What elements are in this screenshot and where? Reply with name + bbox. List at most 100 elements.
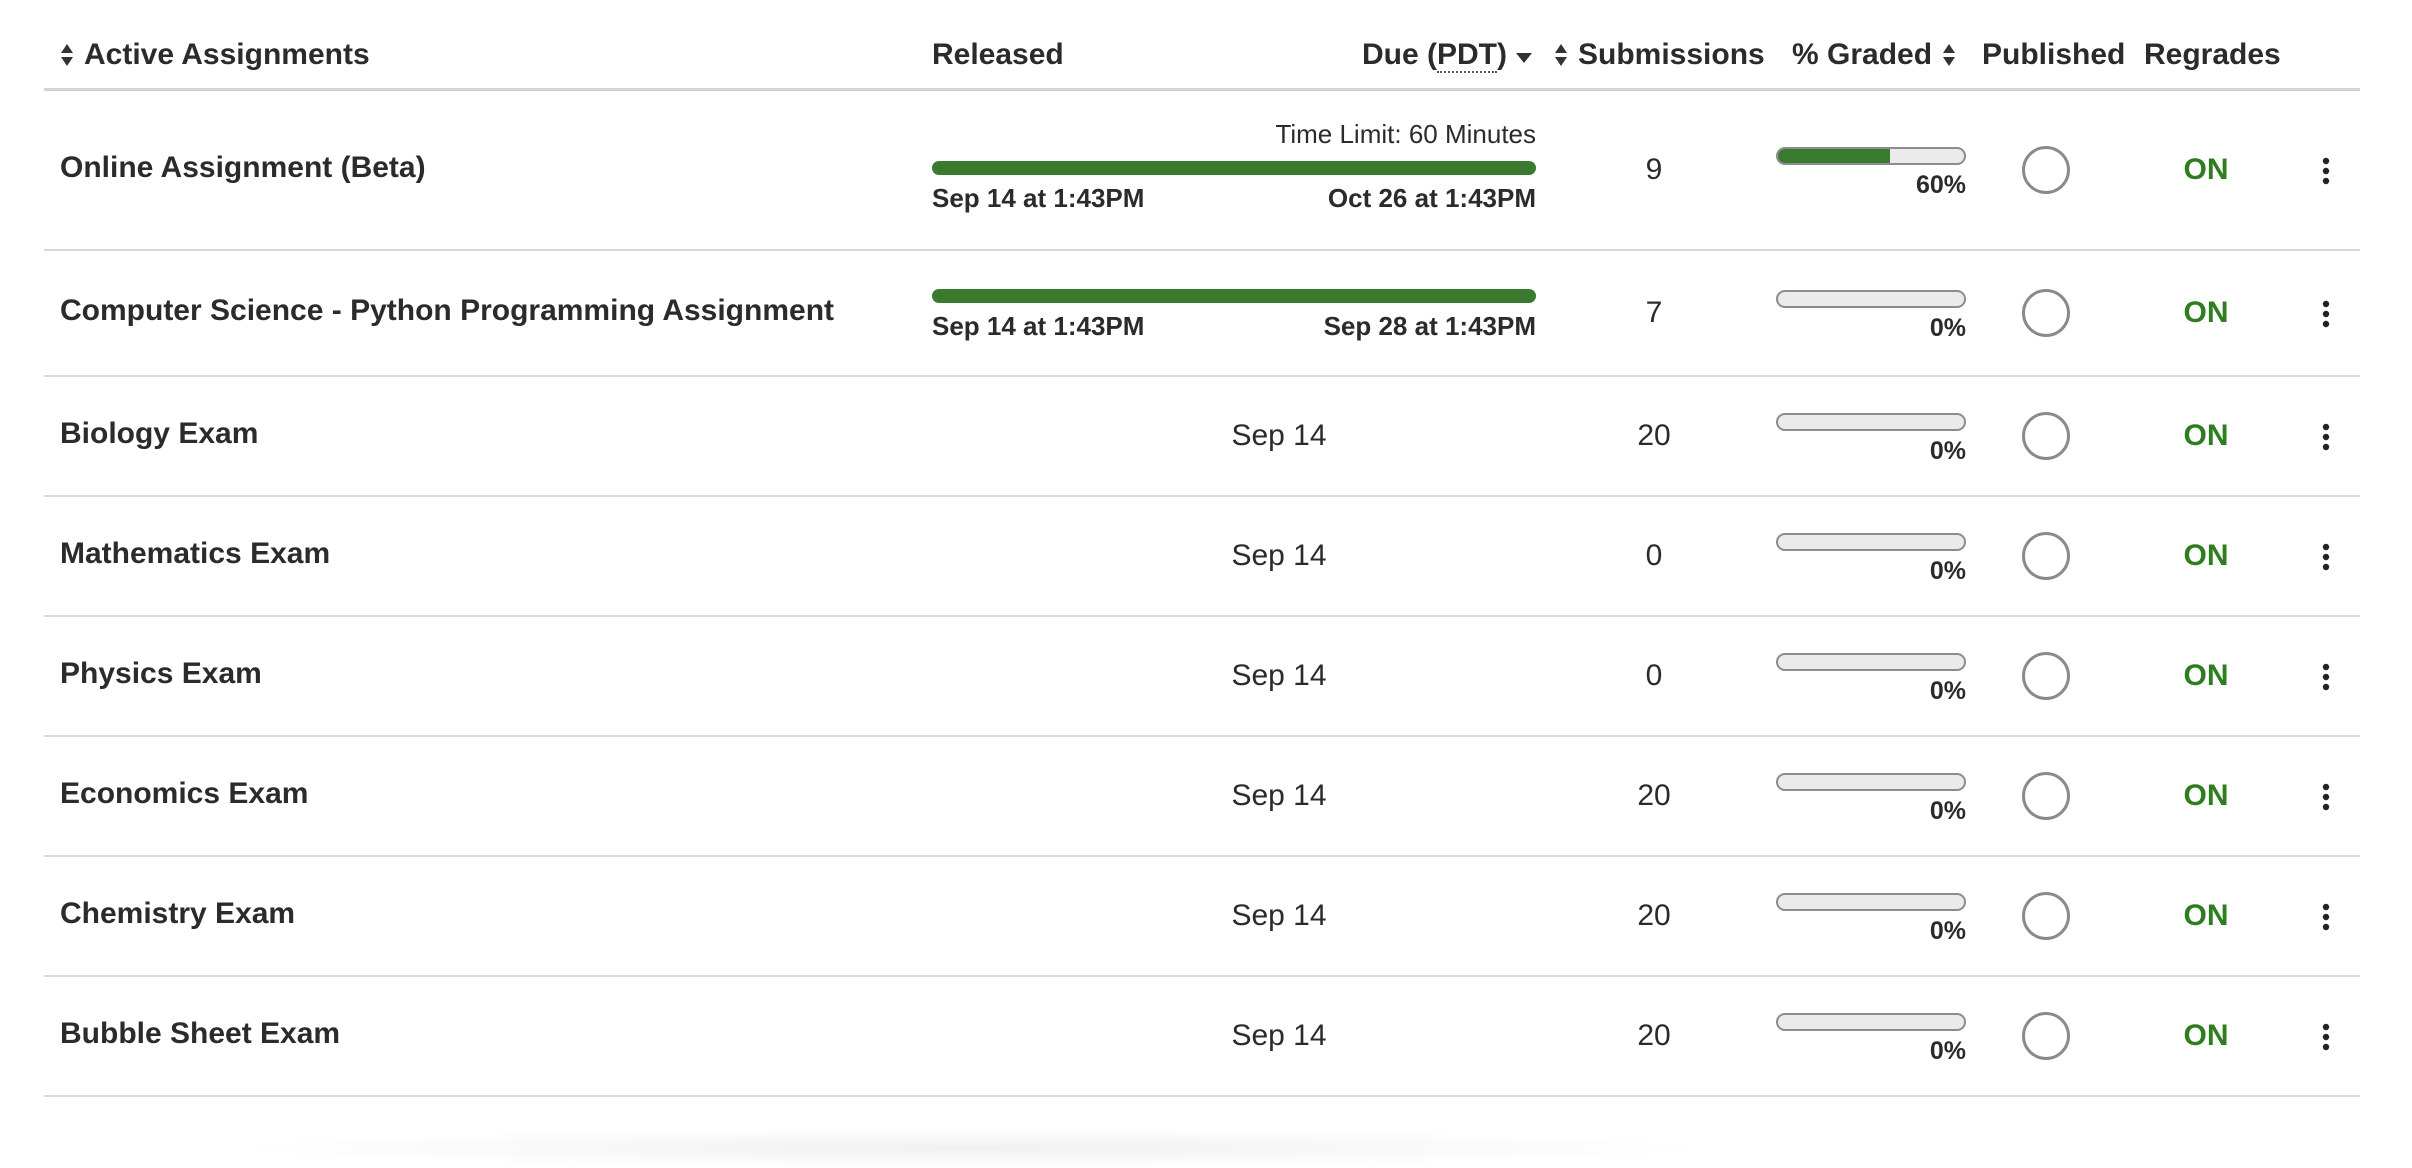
table-row[interactable]: Computer Science - Python Programming As… (44, 251, 2360, 377)
release-date: Sep 14 (1231, 539, 1327, 572)
publish-toggle[interactable] (2022, 412, 2070, 460)
graded-percent: 0% (1929, 437, 1966, 465)
due-date: Sep 28 at 1:43PM (1323, 311, 1536, 341)
table-row[interactable]: Economics Exam Sep 14 20 0% ON (44, 737, 2360, 857)
assignment-name-link[interactable]: Mathematics Exam (60, 537, 331, 570)
graded-progress-bar (1776, 533, 1966, 551)
time-limit-label: Time Limit: 60 Minutes (1275, 119, 1536, 149)
submissions-count[interactable]: 0 (1645, 539, 1663, 572)
kebab-menu-icon[interactable] (2316, 783, 2336, 811)
graded-percent: 0% (1929, 797, 1966, 825)
graded-header-label: % Graded (1792, 38, 1933, 71)
table-header: Active Assignments Released Due (PDT) Su… (44, 0, 2360, 91)
publish-toggle[interactable] (2022, 532, 2070, 580)
kebab-menu-icon[interactable] (2316, 543, 2336, 571)
graded-percent: 0% (1929, 1037, 1966, 1065)
graded-progress-bar (1776, 290, 1966, 308)
due-date: Oct 26 at 1:43PM (1327, 183, 1536, 213)
table-row[interactable]: Bubble Sheet Exam Sep 14 20 0% ON (44, 977, 2360, 1097)
kebab-menu-icon[interactable] (2316, 300, 2336, 328)
released-header-label: Released (932, 38, 1064, 71)
graded-percent: 0% (1929, 917, 1966, 945)
submissions-count[interactable]: 20 (1637, 779, 1671, 812)
graded-percent: 60% (1915, 171, 1966, 199)
publish-toggle[interactable] (2022, 146, 2070, 194)
release-date: Sep 14 (1231, 1019, 1327, 1052)
graded-progress-bar (1776, 893, 1966, 911)
regrades-status[interactable]: ON (2183, 539, 2229, 572)
published-header-label: Published (1982, 38, 2126, 71)
kebab-menu-icon[interactable] (2316, 663, 2336, 691)
kebab-menu-icon[interactable] (2316, 423, 2336, 451)
regrades-status[interactable]: ON (2183, 899, 2229, 932)
assignment-name-link[interactable]: Computer Science - Python Programming As… (60, 294, 835, 327)
caret-down-icon[interactable] (1515, 52, 1533, 64)
regrades-status[interactable]: ON (2183, 153, 2229, 186)
submissions-count[interactable]: 0 (1645, 659, 1663, 692)
table-body: Online Assignment (Beta) Time Limit: 60 M… (44, 91, 2360, 1097)
graded-progress-bar (1776, 773, 1966, 791)
graded-progress-bar (1776, 413, 1966, 431)
submissions-count[interactable]: 7 (1645, 296, 1663, 329)
release-date: Sep 14 at 1:43PM (932, 311, 1145, 341)
assignment-name-link[interactable]: Online Assignment (Beta) (60, 151, 426, 184)
table-row[interactable]: Mathematics Exam Sep 14 0 0% ON (44, 497, 2360, 617)
assignments-table: Active Assignments Released Due (PDT) Su… (44, 0, 2360, 1097)
table-row[interactable]: Online Assignment (Beta) Time Limit: 60 M… (44, 91, 2360, 251)
table-row[interactable]: Biology Exam Sep 14 20 0% ON (44, 377, 2360, 497)
kebab-menu-icon[interactable] (2316, 157, 2336, 185)
graded-column-header[interactable]: % Graded (1792, 38, 1956, 72)
kebab-menu-icon[interactable] (2316, 903, 2336, 931)
publish-toggle[interactable] (2022, 289, 2070, 337)
date-range-bar (932, 289, 1536, 303)
assignment-name-link[interactable]: Chemistry Exam (60, 897, 296, 930)
assignment-name-link[interactable]: Biology Exam (60, 417, 259, 450)
submissions-count[interactable]: 20 (1637, 899, 1671, 932)
regrades-status[interactable]: ON (2183, 779, 2229, 812)
submissions-count[interactable]: 9 (1645, 153, 1663, 186)
date-range-bar (932, 161, 1536, 175)
assignment-name-link[interactable]: Bubble Sheet Exam (60, 1017, 341, 1050)
regrades-status[interactable]: ON (2183, 1019, 2229, 1052)
graded-progress-bar (1776, 147, 1966, 165)
kebab-menu-icon[interactable] (2316, 1023, 2336, 1051)
submissions-header-label: Submissions (1578, 38, 1765, 71)
timezone-abbreviation: PDT (1437, 38, 1497, 73)
publish-toggle[interactable] (2022, 1012, 2070, 1060)
regrades-status[interactable]: ON (2183, 419, 2229, 452)
assignment-name-link[interactable]: Economics Exam (60, 777, 309, 810)
regrades-column-header: Regrades (2144, 38, 2281, 72)
release-date: Sep 14 (1231, 899, 1327, 932)
graded-progress-bar (1776, 1013, 1966, 1031)
published-column-header: Published (1982, 38, 2125, 72)
sort-icon[interactable] (1554, 42, 1568, 68)
submissions-column-header[interactable]: Submissions (1554, 38, 1765, 72)
publish-toggle[interactable] (2022, 652, 2070, 700)
graded-percent: 0% (1929, 557, 1966, 585)
footer-shadow (220, 1128, 1720, 1168)
active-assignments-column-header[interactable]: Active Assignments (60, 38, 370, 72)
graded-percent: 0% (1929, 677, 1966, 705)
release-date: Sep 14 (1231, 779, 1327, 812)
graded-percent: 0% (1929, 314, 1966, 342)
submissions-count[interactable]: 20 (1637, 419, 1671, 452)
assignment-name-link[interactable]: Physics Exam (60, 657, 262, 690)
table-row[interactable]: Physics Exam Sep 14 0 0% ON (44, 617, 2360, 737)
publish-toggle[interactable] (2022, 892, 2070, 940)
regrades-status[interactable]: ON (2183, 296, 2229, 329)
sort-icon[interactable] (60, 42, 74, 68)
table-row[interactable]: Chemistry Exam Sep 14 20 0% ON (44, 857, 2360, 977)
graded-progress-fill (1778, 149, 1890, 163)
submissions-count[interactable]: 20 (1637, 1019, 1671, 1052)
release-date: Sep 14 (1231, 419, 1327, 452)
active-assignments-header-label: Active Assignments (84, 38, 370, 71)
sort-icon[interactable] (1942, 42, 1956, 68)
released-column-header: Released (932, 38, 1064, 72)
due-header-suffix: ) (1497, 38, 1507, 71)
release-date: Sep 14 (1231, 659, 1327, 692)
graded-progress-bar (1776, 653, 1966, 671)
regrades-status[interactable]: ON (2183, 659, 2229, 692)
publish-toggle[interactable] (2022, 772, 2070, 820)
due-column-header[interactable]: Due (PDT) (1362, 38, 1533, 73)
release-date: Sep 14 at 1:43PM (932, 183, 1145, 213)
